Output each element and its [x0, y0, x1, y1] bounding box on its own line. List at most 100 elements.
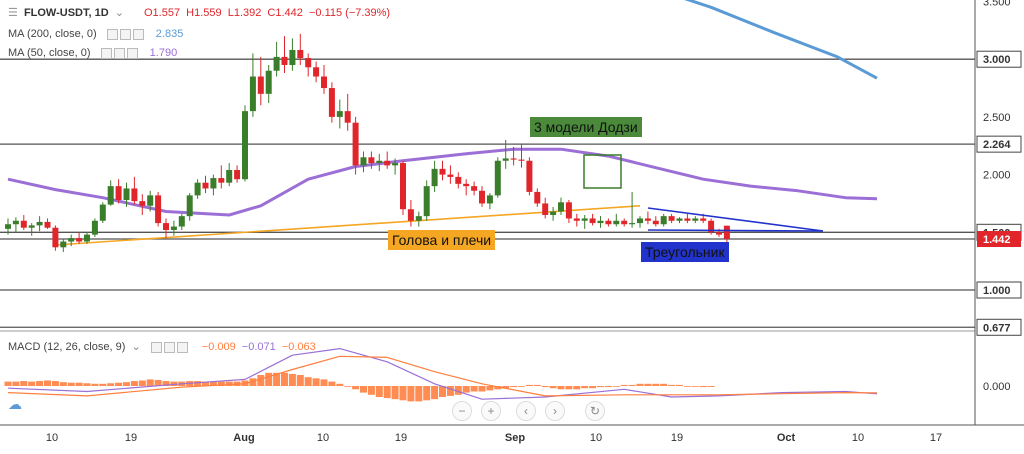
- price-tick-label: 2.000: [983, 170, 1011, 182]
- candle-body: [668, 216, 675, 221]
- settings-icon[interactable]: [119, 28, 131, 40]
- ma50-controls[interactable]: [100, 47, 140, 59]
- candle-body: [479, 190, 485, 204]
- macd-histogram-bar: [604, 386, 612, 388]
- candle-body: [676, 218, 683, 221]
- macd-histogram-bar: [20, 381, 28, 386]
- price-tick-label: 1.000: [983, 285, 1011, 297]
- scroll-right-button[interactable]: ›: [545, 401, 565, 421]
- ma50-value: 1.790: [149, 47, 178, 59]
- ma200-label[interactable]: MA (200, close, 0): [8, 28, 97, 40]
- candle-body: [392, 163, 399, 166]
- settings-icon[interactable]: [113, 47, 125, 59]
- eye-icon[interactable]: [150, 341, 162, 353]
- candle-body: [439, 168, 446, 175]
- candle-body: [313, 67, 320, 77]
- candle-body: [629, 223, 636, 225]
- candle-body: [28, 225, 35, 228]
- macd-histogram-bar: [209, 381, 217, 386]
- candle-body: [257, 76, 264, 94]
- candle-body: [52, 227, 59, 248]
- macd-histogram-bar: [502, 386, 510, 389]
- x-tick-label: 19: [125, 432, 137, 444]
- zoom-in-button[interactable]: +: [481, 401, 501, 421]
- candle-body: [242, 111, 248, 180]
- candle-body: [637, 218, 643, 224]
- menu-icon[interactable]: ☰: [8, 7, 18, 19]
- candle-body: [573, 218, 580, 221]
- eye-icon[interactable]: [100, 47, 112, 59]
- macd-dropdown-icon[interactable]: ⌄: [131, 341, 141, 353]
- candle-body: [423, 186, 430, 217]
- macd-histogram-bar: [707, 386, 715, 387]
- candle-body: [644, 218, 651, 221]
- header-legend: ☰ FLOW-USDT, 1D ⌄ O1.557 H1.559 L1.392 C…: [8, 6, 393, 19]
- x-tick-label: 19: [395, 432, 407, 444]
- candle-body: [36, 221, 43, 226]
- macd-histogram-bar: [399, 386, 407, 401]
- ohlc-low: L1.392: [227, 7, 262, 19]
- ohlc-change: −0.115 (−7.39%): [308, 7, 391, 19]
- macd-histogram-bar: [170, 381, 178, 386]
- candle-body: [565, 202, 572, 219]
- macd-histogram-bar: [407, 386, 415, 402]
- candle-body: [297, 49, 304, 59]
- price-tick-label: 3.000: [983, 54, 1011, 66]
- macd-histogram-bar: [533, 384, 541, 386]
- macd-value-3: −0.063: [281, 341, 316, 353]
- candle-body: [44, 221, 51, 228]
- macd-histogram-bar: [597, 386, 604, 388]
- candle-body: [684, 218, 691, 221]
- eye-icon[interactable]: [106, 28, 118, 40]
- triangle-annotation[interactable]: Треугольник: [641, 242, 729, 262]
- macd-histogram-bar: [225, 381, 233, 386]
- ohlc-close: C1.442: [267, 7, 303, 19]
- macd-histogram-bar: [683, 386, 691, 387]
- price-tick-label: 2.264: [983, 139, 1011, 151]
- macd-histogram-bar: [249, 378, 257, 386]
- candle-body: [494, 160, 501, 196]
- ma50-label[interactable]: MA (50, close, 0): [8, 47, 91, 59]
- macd-histogram-bar: [304, 377, 312, 386]
- symbol-dropdown-icon[interactable]: ⌄: [114, 7, 124, 19]
- candle-body: [20, 220, 27, 228]
- candle-body: [518, 159, 525, 161]
- scroll-left-button[interactable]: ‹: [516, 401, 536, 421]
- close-icon[interactable]: [132, 28, 144, 40]
- ma200-controls[interactable]: [106, 28, 146, 40]
- candle-body: [84, 234, 90, 242]
- settings-icon[interactable]: [163, 341, 175, 353]
- ma200-line: [684, 0, 878, 80]
- doji-annotation[interactable]: 3 модели Додзи: [530, 117, 642, 137]
- macd-histogram-bar: [296, 375, 304, 386]
- zoom-out-button[interactable]: −: [452, 401, 472, 421]
- macd-histogram-bar: [676, 384, 683, 386]
- symbol-label[interactable]: FLOW-USDT, 1D: [23, 7, 109, 19]
- macd-histogram-bar: [320, 379, 328, 386]
- macd-label[interactable]: MACD (12, 26, close, 9): [8, 341, 126, 353]
- candle-body: [597, 220, 604, 224]
- x-tick-label: Aug: [233, 432, 254, 444]
- macd-controls[interactable]: [150, 341, 190, 353]
- macd-histogram-bar: [565, 386, 573, 390]
- head-shoulders-annotation[interactable]: Голова и плечи: [388, 230, 496, 250]
- reset-chart-button[interactable]: ↻: [585, 401, 605, 421]
- macd-histogram-bar: [557, 386, 565, 390]
- price-tick-label: 0.677: [983, 322, 1011, 334]
- candle-body: [155, 195, 162, 224]
- x-tick-label: 19: [671, 432, 683, 444]
- macd-histogram-bar: [660, 383, 668, 386]
- macd-histogram-bar: [478, 386, 486, 392]
- level-price-tag: [976, 281, 1022, 299]
- macd-histogram-bar: [699, 386, 707, 388]
- candle-body: [463, 183, 470, 187]
- candle-body: [352, 122, 359, 166]
- close-icon[interactable]: [176, 341, 188, 353]
- close-icon[interactable]: [126, 47, 138, 59]
- candle-body: [265, 70, 272, 94]
- candle-body: [194, 182, 201, 196]
- candle-body: [471, 186, 478, 191]
- candle-body: [581, 218, 588, 221]
